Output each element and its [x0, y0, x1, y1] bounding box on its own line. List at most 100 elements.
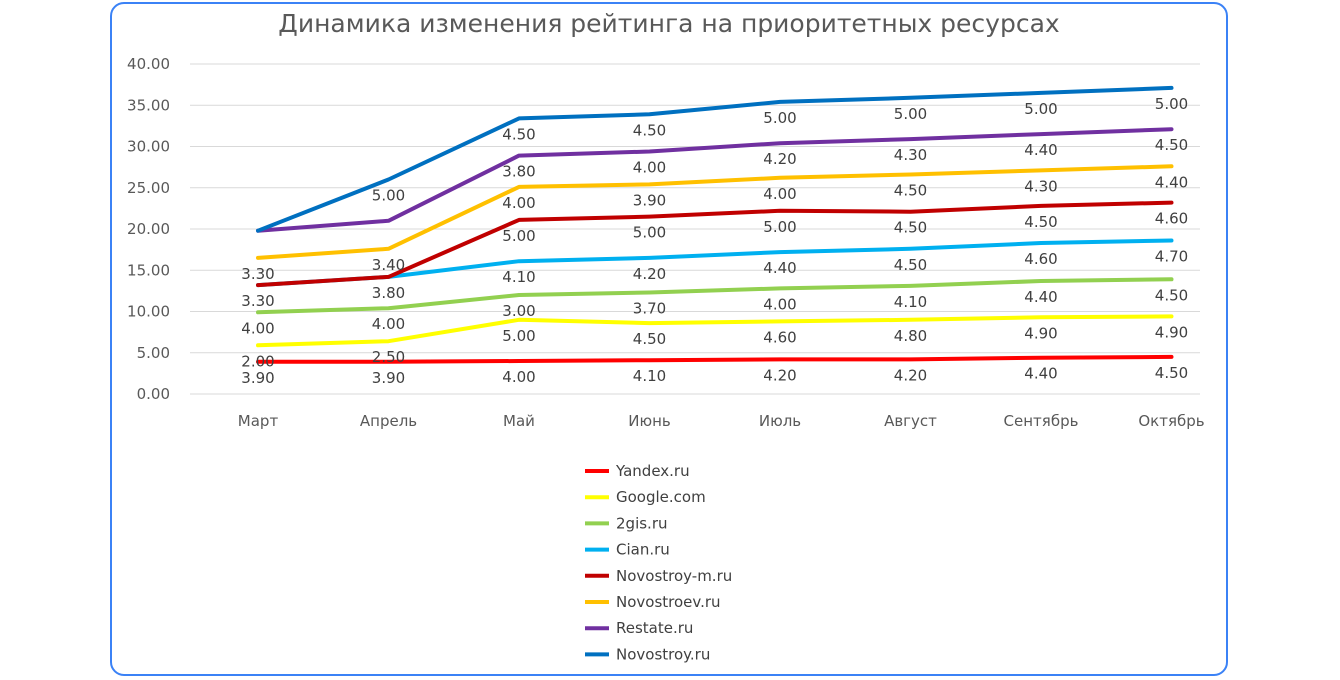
data-label: 4.40	[1024, 141, 1057, 159]
data-label: 3.90	[241, 369, 274, 387]
data-label: 4.60	[763, 328, 796, 346]
data-label: 3.90	[372, 369, 405, 387]
data-label: 4.00	[502, 368, 535, 386]
series-line-google-com	[256, 314, 1174, 348]
chart-title: Динамика изменения рейтинга на приоритет…	[278, 9, 1059, 38]
data-label: 3.80	[502, 163, 535, 181]
series-line-novostroev-ru	[256, 164, 1174, 260]
series-line-2gis-ru	[256, 277, 1174, 315]
data-label: 4.10	[894, 293, 927, 311]
data-label: 4.10	[502, 268, 535, 286]
data-label: 5.00	[633, 224, 666, 242]
data-label: 3.70	[633, 300, 666, 318]
data-label: 5.00	[502, 327, 535, 345]
y-tick-label: 20.00	[127, 220, 170, 238]
y-tick-label: 15.00	[127, 261, 170, 279]
legend: Yandex.ru Google.com 2gis.ru Cian.ru Novostr…	[585, 462, 732, 663]
data-label: 5.00	[502, 227, 535, 245]
data-label: 4.60	[1024, 250, 1057, 268]
data-labels: 3.90 3.90 4.00 4.10 4.20 4.20 4.40 4.50 2.00 2.50…	[241, 95, 1188, 387]
data-label: 4.20	[763, 150, 796, 168]
data-label: 2.00	[241, 352, 274, 370]
legend-entry: Yandex.ru	[615, 462, 690, 480]
series-line-novostroy-ru	[256, 85, 1174, 233]
data-label: 4.00	[372, 315, 405, 333]
data-label: 5.00	[1155, 95, 1188, 113]
data-label: 4.40	[1024, 365, 1057, 383]
data-label: 4.00	[763, 295, 796, 313]
x-tick-label: Апрель	[360, 412, 417, 430]
data-label: 4.90	[1155, 323, 1188, 341]
data-label: 4.00	[633, 158, 666, 176]
data-label: 4.90	[1024, 324, 1057, 342]
data-label: 4.20	[633, 265, 666, 283]
data-label: 5.00	[372, 187, 405, 205]
data-label: 4.50	[502, 125, 535, 143]
data-label: 5.00	[1024, 100, 1057, 118]
series-line-yandex-ru	[256, 354, 1174, 364]
data-label: 4.50	[1155, 364, 1188, 382]
data-label: 4.30	[894, 146, 927, 164]
data-label: 2.50	[372, 348, 405, 366]
data-label: 3.90	[633, 191, 666, 209]
data-label: 4.40	[1155, 173, 1188, 191]
series-lines	[256, 85, 1174, 364]
data-label: 4.00	[502, 194, 535, 212]
data-label: 5.00	[894, 105, 927, 123]
data-label: 4.30	[1024, 177, 1057, 195]
x-tick-label: Май	[503, 412, 535, 430]
y-tick-label: 35.00	[127, 96, 170, 114]
grid-lines	[190, 63, 1200, 395]
data-label: 4.40	[1024, 288, 1057, 306]
x-tick-label: Март	[238, 412, 279, 430]
legend-entry: Cian.ru	[616, 541, 670, 559]
x-tick-label: Июль	[759, 412, 801, 430]
legend-entry: Google.com	[616, 488, 706, 506]
y-tick-label: 30.00	[127, 138, 170, 156]
x-tick-label: Сентябрь	[1004, 412, 1079, 430]
data-label: 4.40	[763, 259, 796, 277]
data-label: 4.00	[241, 319, 274, 337]
data-label: 4.60	[1155, 210, 1188, 228]
y-tick-label: 25.00	[127, 179, 170, 197]
data-label: 3.30	[241, 265, 274, 283]
x-tick-label: Август	[884, 412, 937, 430]
x-axis-tick-labels: Март Апрель Май Июнь Июль Август Сентябрь Октяб…	[238, 412, 1205, 430]
legend-entry: Novostroy-m.ru	[616, 567, 732, 585]
data-label: 5.00	[763, 218, 796, 236]
data-label: 4.50	[894, 256, 927, 274]
data-label: 4.20	[763, 366, 796, 384]
data-label: 4.70	[1155, 248, 1188, 266]
legend-entry: 2gis.ru	[616, 514, 668, 532]
data-label: 4.50	[1155, 286, 1188, 304]
y-tick-label: 10.00	[127, 303, 170, 321]
y-tick-label: 0.00	[137, 385, 170, 403]
data-label: 3.30	[241, 292, 274, 310]
series-line-cian-ru	[256, 238, 1174, 288]
y-tick-label: 5.00	[137, 344, 170, 362]
data-label: 4.00	[763, 185, 796, 203]
data-label: 4.10	[633, 367, 666, 385]
y-axis-tick-labels: 0.00 5.00 10.00 15.00 20.00 25.00 30.00 35.00 40…	[127, 55, 170, 403]
data-label: 3.40	[372, 256, 405, 274]
x-tick-label: Июнь	[628, 412, 671, 430]
data-label: 4.50	[894, 219, 927, 237]
y-tick-label: 40.00	[127, 55, 170, 73]
legend-entry: Novostroev.ru	[616, 593, 721, 611]
data-label: 3.00	[502, 302, 535, 320]
x-tick-label: Октябрь	[1138, 412, 1204, 430]
legend-entry: Novostroy.ru	[616, 645, 710, 663]
data-label: 3.80	[372, 284, 405, 302]
data-label: 4.50	[894, 182, 927, 200]
data-label: 5.00	[763, 109, 796, 127]
data-label: 4.50	[1155, 136, 1188, 154]
legend-entry: Restate.ru	[616, 619, 693, 637]
data-label: 4.50	[633, 330, 666, 348]
data-label: 4.20	[894, 366, 927, 384]
data-label: 4.50	[633, 121, 666, 139]
series-line-novostroy-m-ru	[256, 200, 1174, 288]
data-label: 4.80	[894, 327, 927, 345]
data-label: 4.50	[1024, 213, 1057, 231]
series-line-restate-ru	[256, 127, 1174, 233]
